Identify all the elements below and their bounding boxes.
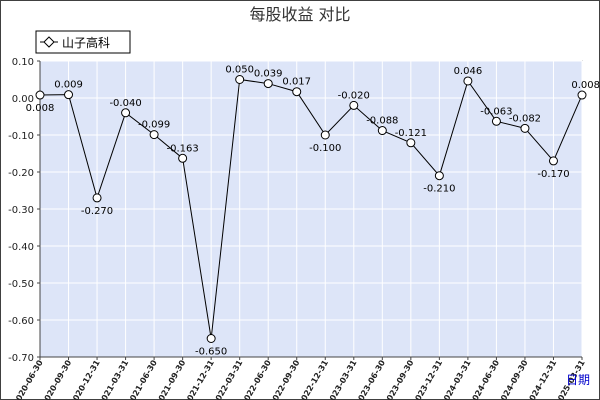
data-label: -0.088 xyxy=(366,116,398,127)
x-tick-label: 2024-09-30 xyxy=(496,358,530,400)
x-tick-label: 2023-03-31 xyxy=(325,358,359,400)
y-tick-label: -0.60 xyxy=(8,316,34,327)
x-tick-label: 2022-12-31 xyxy=(297,358,331,400)
x-axis: 2020-06-302020-09-302020-12-312021-03-31… xyxy=(11,357,587,400)
legend-box xyxy=(35,30,131,54)
data-label: 0.050 xyxy=(225,65,254,76)
data-point xyxy=(520,123,530,133)
data-point xyxy=(235,75,245,84)
data-label: -0.099 xyxy=(138,120,170,131)
x-axis-title: 日期 xyxy=(566,373,590,387)
data-label: -0.170 xyxy=(537,169,569,180)
x-tick-label: 2023-09-30 xyxy=(382,358,416,400)
data-label: -0.020 xyxy=(338,90,370,101)
x-tick-label: 2023-12-31 xyxy=(411,358,445,400)
data-point xyxy=(178,153,188,163)
y-tick-label: -0.10 xyxy=(8,131,34,142)
data-label: -0.270 xyxy=(81,206,113,217)
data-point xyxy=(491,116,501,126)
y-tick-label: 0.10 xyxy=(12,57,34,68)
x-tick-label: 2024-12-31 xyxy=(525,358,559,400)
data-label: -0.163 xyxy=(167,143,199,154)
legend: 山子高科 xyxy=(35,30,131,54)
data-point xyxy=(35,90,45,100)
y-tick-label: -0.30 xyxy=(8,205,34,216)
x-tick-label: 2021-09-30 xyxy=(154,358,188,400)
y-tick-label: -0.50 xyxy=(8,279,34,290)
data-label: -0.063 xyxy=(480,106,512,117)
x-tick-label: 2022-03-31 xyxy=(211,358,245,400)
data-label: 0.039 xyxy=(254,69,283,80)
data-point xyxy=(320,130,330,140)
x-tick-label: 2022-06-30 xyxy=(240,358,274,400)
series-line xyxy=(39,78,583,339)
data-point xyxy=(64,90,74,100)
data-label: 0.009 xyxy=(54,80,83,91)
y-axis: 0.10 0.00 -0.10 -0.20 -0.30 -0.40 -0.50 -0.60 -0… xyxy=(8,57,40,364)
data-point xyxy=(149,130,159,140)
series-layer: 0.008 0.009 -0.270 -0.040 -0.099 -0.163 -0.650… xyxy=(26,65,600,358)
data-point xyxy=(349,100,359,110)
x-tick-label: 2020-06-30 xyxy=(11,358,45,400)
x-tick-label: 2021-12-31 xyxy=(183,358,217,400)
x-tick-label: 2022-09-30 xyxy=(268,358,302,400)
data-label: 0.046 xyxy=(454,66,483,77)
x-tick-label: 2024-03-31 xyxy=(439,358,473,400)
x-tick-label: 2020-09-30 xyxy=(40,358,74,400)
x-tick-label: 2020-12-31 xyxy=(68,358,102,400)
data-point xyxy=(263,79,273,89)
data-point xyxy=(577,90,587,100)
legend-diamond-marker xyxy=(43,36,55,48)
data-point xyxy=(292,87,302,97)
data-label: 0.008 xyxy=(571,80,600,91)
data-label: -0.040 xyxy=(109,98,141,109)
x-tick-label: 2023-06-30 xyxy=(354,358,388,400)
x-tick-label: 2021-03-31 xyxy=(97,358,131,400)
data-label: 0.017 xyxy=(282,77,311,88)
data-point xyxy=(206,334,216,343)
data-point xyxy=(92,193,102,203)
y-tick-label: -0.20 xyxy=(8,168,34,179)
y-tick-label: -0.40 xyxy=(8,242,34,253)
data-point xyxy=(548,156,558,166)
x-tick-label: 2024-06-30 xyxy=(468,358,502,400)
data-label: -0.121 xyxy=(395,128,427,139)
legend-label: 山子高科 xyxy=(62,35,110,50)
grid-lines xyxy=(39,60,583,358)
data-point xyxy=(463,76,473,86)
y-tick-label: 0.00 xyxy=(12,94,34,105)
data-label: -0.082 xyxy=(509,113,541,124)
data-point xyxy=(377,126,387,136)
x-tick-label: 2021-06-30 xyxy=(125,358,159,400)
data-label: -0.650 xyxy=(195,347,227,358)
data-point xyxy=(121,108,131,118)
data-point xyxy=(406,138,416,148)
y-tick-label: -0.70 xyxy=(8,353,34,364)
data-label: -0.210 xyxy=(423,184,455,195)
chart-title: 每股收益 对比 xyxy=(249,5,350,24)
data-point xyxy=(434,171,444,181)
data-label: -0.100 xyxy=(309,143,341,154)
data-label: 0.008 xyxy=(26,103,55,114)
